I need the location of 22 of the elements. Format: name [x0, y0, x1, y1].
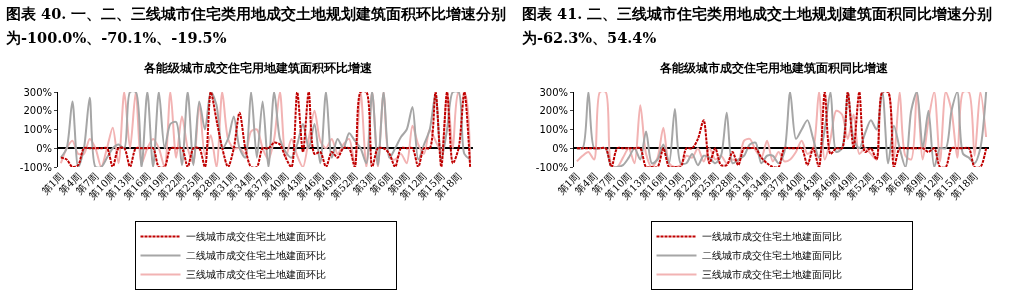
y-tick-label: 0%	[36, 142, 52, 154]
legend-label: 三线城市成交住宅土地建面环比	[185, 269, 326, 281]
y-tick-label: 100%	[23, 124, 52, 135]
chart-title: 图表 41. 二、三线城市住宅类用地成交土地规划建筑面积同比增速分别为-62.3%、54.4%	[521, 4, 994, 48]
y-tick-label: -100%	[19, 161, 52, 173]
chart-subtitle: 各能级城市成交住宅用地建筑面积同比增速	[659, 61, 889, 76]
y-tick-label: 100%	[539, 124, 568, 135]
legend-label: 一线城市成交住宅土地建面同比	[701, 231, 842, 243]
line-series	[575, 92, 988, 167]
legend-label: 二线城市成交住宅土地建面环比	[185, 250, 326, 262]
y-tick-label: 200%	[539, 105, 568, 117]
y-tick-label: 300%	[539, 86, 568, 98]
line-series	[59, 92, 472, 167]
legend-label: 二线城市成交住宅土地建面同比	[701, 250, 842, 262]
chart-subtitle: 各能级城市成交住宅用地建筑面积环比增速	[143, 61, 373, 76]
y-tick-label: 300%	[23, 86, 52, 98]
y-tick-label: -100%	[535, 161, 568, 173]
chart-title: 图表 40. 一、二、三线城市住宅类用地成交土地规划建筑面积环比增速分别为-100.0%、-70.1%、-19.5%	[5, 4, 508, 48]
y-tick-label: 0%	[552, 142, 568, 154]
legend-label: 三线城市成交住宅土地建面同比	[701, 269, 842, 281]
legend-label: 一线城市成交住宅土地建面环比	[185, 231, 326, 243]
y-tick-label: 200%	[23, 105, 52, 117]
